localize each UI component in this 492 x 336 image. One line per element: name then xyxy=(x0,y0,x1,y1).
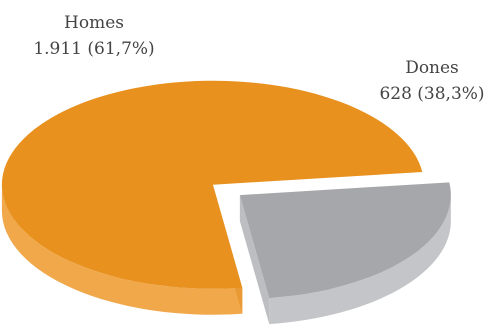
label-dones-value: 628 (38,3%) xyxy=(379,84,484,104)
slice-dones xyxy=(239,182,451,325)
slice-side-dones-0 xyxy=(269,195,451,325)
label-homes-value: 1.911 (61,7%) xyxy=(33,39,154,59)
label-dones-name: Dones xyxy=(405,58,459,78)
label-homes-name: Homes xyxy=(64,13,124,33)
slice-cut-dones xyxy=(239,195,270,325)
slice-top-dones xyxy=(239,182,451,299)
slice-side-homes-0 xyxy=(1,184,243,315)
pie-slices xyxy=(1,80,451,325)
slice-homes xyxy=(1,80,423,315)
slice-top-homes xyxy=(1,80,423,289)
